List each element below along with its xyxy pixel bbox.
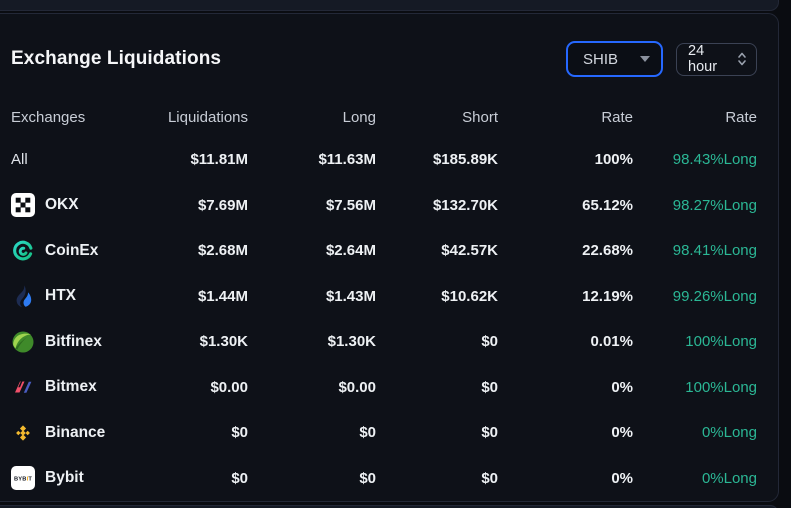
short-value: $0 — [481, 469, 498, 487]
table-row-htx[interactable]: HTX $1.44M $1.43M $10.62K 12.19% 99.26%Long — [11, 274, 757, 320]
exchange-cell: BYBIT Bybit — [11, 466, 151, 491]
liquidations-value: $2.68M — [197, 242, 248, 260]
table-row-coinex[interactable]: CoinEx $2.68M $2.64M $42.57K 22.68% 98.41%Lon… — [11, 228, 757, 274]
rate-value: 0% — [611, 469, 633, 487]
long-rate-value: 100%Long — [685, 333, 757, 351]
short-value: $0 — [481, 424, 498, 442]
long-value: $7.56M — [325, 196, 376, 214]
short-value: $42.57K — [441, 242, 498, 260]
caret-down-icon — [640, 56, 650, 62]
rate-value: 22.68% — [582, 242, 633, 260]
long-value: $1.30K — [327, 333, 376, 351]
exchange-cell: All — [11, 151, 151, 168]
bybit-icon: BYBIT — [11, 466, 35, 491]
short-value: $185.89K — [432, 151, 498, 169]
rate-value: 0.01% — [590, 333, 633, 351]
liquidations-value: $1.30K — [199, 333, 248, 351]
symbol-select-value: SHIB — [583, 50, 619, 68]
exchange-name: Bitfinex — [45, 332, 102, 350]
exchange-name: OKX — [45, 196, 79, 214]
header-controls: SHIB 24 hour — [566, 41, 757, 77]
short-value: $0 — [481, 333, 498, 351]
long-rate-value: 0%Long — [701, 424, 757, 442]
table-row-bybit[interactable]: BYBIT Bybit $0 $0 $0 0% 0%Long — [11, 456, 757, 502]
table-row-bitmex[interactable]: Bitmex $0.00 $0.00 $0 0% 100%Long — [11, 365, 757, 411]
liquidations-value: $7.69M — [197, 196, 248, 214]
card-header: Exchange Liquidations SHIB 24 hour — [11, 40, 757, 78]
long-value: $11.63M — [318, 151, 376, 169]
exchange-name: Binance — [45, 423, 106, 441]
table-row-okx[interactable]: OKX $7.69M $7.56M $132.70K 65.12% 98.27%Long — [11, 183, 757, 229]
exchange-cell: OKX — [11, 193, 151, 218]
time-select-value: 24 hour — [688, 43, 718, 75]
long-value: $0 — [359, 469, 376, 487]
long-rate-value: 98.43%Long — [672, 151, 757, 169]
short-value: $132.70K — [432, 196, 498, 214]
time-select[interactable]: 24 hour — [676, 42, 757, 76]
okx-icon — [11, 193, 35, 218]
bitmex-icon — [11, 375, 35, 399]
coinex-icon — [11, 239, 35, 263]
exchange-cell: CoinEx — [11, 239, 151, 263]
exchange-name: CoinEx — [45, 241, 99, 259]
rate-value: 0% — [611, 424, 633, 442]
column-header-rate: Rate — [601, 108, 633, 126]
long-rate-value: 99.26%Long — [672, 287, 757, 305]
long-value: $0 — [359, 424, 376, 442]
long-rate-value: 100%Long — [685, 378, 757, 396]
exchange-cell: Bitmex — [11, 375, 151, 399]
short-value: $0 — [481, 378, 498, 396]
exchange-cell: HTX — [11, 284, 151, 308]
rate-value: 0% — [611, 378, 633, 396]
table-row-all[interactable]: All $11.81M $11.63M $185.89K 100% 98.43%Long — [11, 137, 757, 183]
column-header-long: Long — [342, 108, 376, 126]
exchange-cell: Binance — [11, 421, 151, 445]
exchange-name: Bybit — [45, 469, 84, 487]
column-header-rate-long: Rate — [725, 108, 757, 126]
long-rate-value: 98.41%Long — [672, 242, 757, 260]
liquidations-value: $0 — [231, 469, 248, 487]
exchange-cell: Bitfinex — [11, 330, 151, 354]
long-value: $2.64M — [325, 242, 376, 260]
exchange-liquidations-card: Exchange Liquidations SHIB 24 hour Excha… — [0, 13, 779, 502]
liquidations-value: $1.44M — [197, 287, 248, 305]
exchange-name: HTX — [45, 287, 76, 305]
long-rate-value: 98.27%Long — [672, 196, 757, 214]
htx-icon — [11, 284, 35, 308]
column-header-liquidations: Liquidations — [167, 108, 248, 126]
long-value: $0.00 — [338, 378, 376, 396]
rate-value: 65.12% — [582, 196, 633, 214]
exchange-name: Bitmex — [45, 378, 97, 396]
binance-icon — [11, 421, 35, 445]
svg-text:BYBIT: BYBIT — [14, 477, 32, 483]
liquidations-value: $0.00 — [210, 378, 248, 396]
symbol-select[interactable]: SHIB — [566, 41, 663, 77]
chevrons-updown-icon — [737, 51, 747, 67]
column-header-short: Short — [462, 108, 498, 126]
table-header-row: Exchanges Liquidations Long Short Rate Rate — [11, 97, 757, 137]
short-value: $10.62K — [441, 287, 498, 305]
table-row-binance[interactable]: Binance $0 $0 $0 0% 0%Long — [11, 410, 757, 456]
long-rate-value: 0%Long — [701, 469, 757, 487]
liquidations-value: $11.81M — [190, 151, 248, 169]
table-body: All $11.81M $11.63M $185.89K 100% 98.43%Long O… — [11, 137, 757, 501]
liquidations-value: $0 — [231, 424, 248, 442]
table-row-bitfinex[interactable]: Bitfinex $1.30K $1.30K $0 0.01% 100%Long — [11, 319, 757, 365]
page-title: Exchange Liquidations — [11, 48, 222, 69]
column-header-exchanges: Exchanges — [11, 108, 86, 126]
rate-value: 12.19% — [582, 287, 633, 305]
card-above-edge — [0, 0, 779, 11]
bitfinex-icon — [11, 330, 35, 354]
exchange-name: All — [11, 151, 28, 169]
long-value: $1.43M — [325, 287, 376, 305]
rate-value: 100% — [594, 151, 633, 169]
